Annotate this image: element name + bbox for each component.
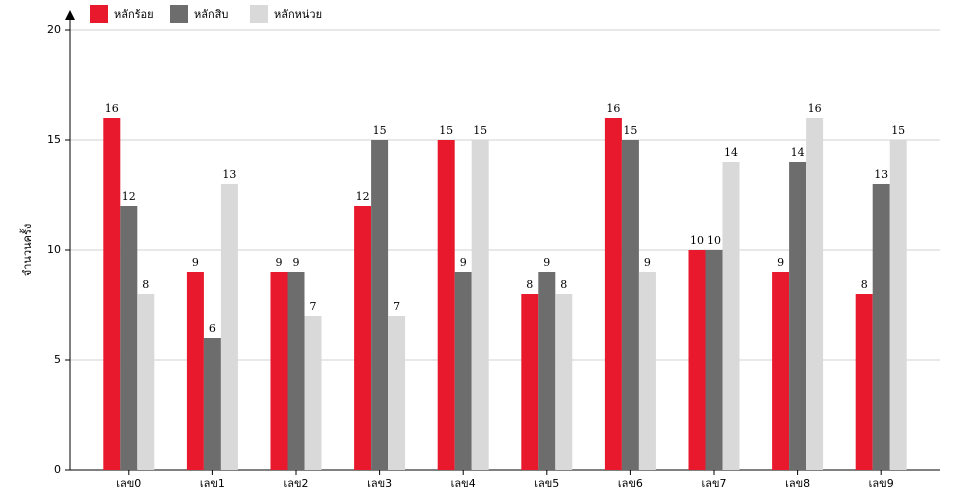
y-tick-label: 10 [47, 243, 61, 256]
value-label: 16 [105, 102, 119, 115]
bar [521, 294, 539, 470]
x-tick-label: เลข9 [869, 477, 894, 490]
legend-label: หลักสิบ [194, 8, 228, 21]
value-label: 13 [222, 168, 236, 181]
value-label: 15 [891, 124, 905, 137]
value-label: 9 [460, 256, 467, 269]
bar [538, 272, 556, 470]
bar [120, 206, 138, 470]
bar [354, 206, 372, 470]
value-label: 16 [606, 102, 620, 115]
x-tick-label: เลข7 [701, 477, 726, 490]
value-label: 10 [707, 234, 721, 247]
value-label: 10 [690, 234, 704, 247]
x-tick-label: เลข8 [785, 477, 810, 490]
y-tick-label: 15 [47, 133, 61, 146]
value-label: 14 [724, 146, 738, 159]
legend-swatch [170, 5, 188, 23]
y-axis-arrow [65, 10, 75, 20]
value-label: 16 [808, 102, 822, 115]
bar [371, 140, 389, 470]
value-label: 6 [209, 322, 216, 335]
bar [203, 338, 221, 470]
value-label: 12 [122, 190, 136, 203]
bar [855, 294, 873, 470]
legend-label: หลักหน่วย [274, 8, 322, 21]
value-label: 9 [777, 256, 784, 269]
x-tick-label: เลข3 [367, 477, 392, 490]
bar [220, 184, 238, 470]
x-tick-label: เลข6 [618, 477, 643, 490]
bar [388, 316, 406, 470]
y-tick-label: 5 [54, 353, 61, 366]
bar [103, 118, 121, 470]
bar [137, 294, 155, 470]
bar [604, 118, 622, 470]
legend-swatch [90, 5, 108, 23]
value-label: 7 [310, 300, 317, 313]
bar [555, 294, 573, 470]
legend-label: หลักร้อย [114, 8, 154, 21]
bar [722, 162, 740, 470]
y-tick-label: 0 [54, 463, 61, 476]
y-axis-label: จำนวนครั้ง [19, 224, 34, 276]
value-label: 9 [293, 256, 300, 269]
value-label: 15 [373, 124, 387, 137]
x-tick-label: เลข4 [451, 477, 476, 490]
value-label: 9 [543, 256, 550, 269]
bar [688, 250, 706, 470]
value-label: 15 [439, 124, 453, 137]
bar [304, 316, 322, 470]
bar [287, 272, 305, 470]
x-tick-label: เลข2 [283, 477, 308, 490]
value-label: 15 [473, 124, 487, 137]
bar [889, 140, 907, 470]
value-label: 12 [356, 190, 370, 203]
value-label: 8 [526, 278, 533, 291]
value-label: 9 [192, 256, 199, 269]
value-label: 9 [276, 256, 283, 269]
bar [638, 272, 656, 470]
value-label: 7 [393, 300, 400, 313]
value-label: 14 [791, 146, 805, 159]
bar [789, 162, 807, 470]
value-label: 13 [874, 168, 888, 181]
bar [437, 140, 455, 470]
x-tick-label: เลข1 [200, 477, 225, 490]
value-label: 8 [560, 278, 567, 291]
x-tick-label: เลข5 [534, 477, 559, 490]
bar [872, 184, 890, 470]
bar [186, 272, 204, 470]
value-label: 8 [861, 278, 868, 291]
bar [270, 272, 288, 470]
y-tick-label: 20 [47, 23, 61, 36]
bar [454, 272, 472, 470]
bar [621, 140, 639, 470]
x-tick-label: เลข0 [116, 477, 141, 490]
value-label: 9 [644, 256, 651, 269]
bar [705, 250, 723, 470]
legend-swatch [250, 5, 268, 23]
value-label: 8 [142, 278, 149, 291]
value-label: 15 [623, 124, 637, 137]
bar [471, 140, 489, 470]
bar [806, 118, 824, 470]
bar [772, 272, 790, 470]
